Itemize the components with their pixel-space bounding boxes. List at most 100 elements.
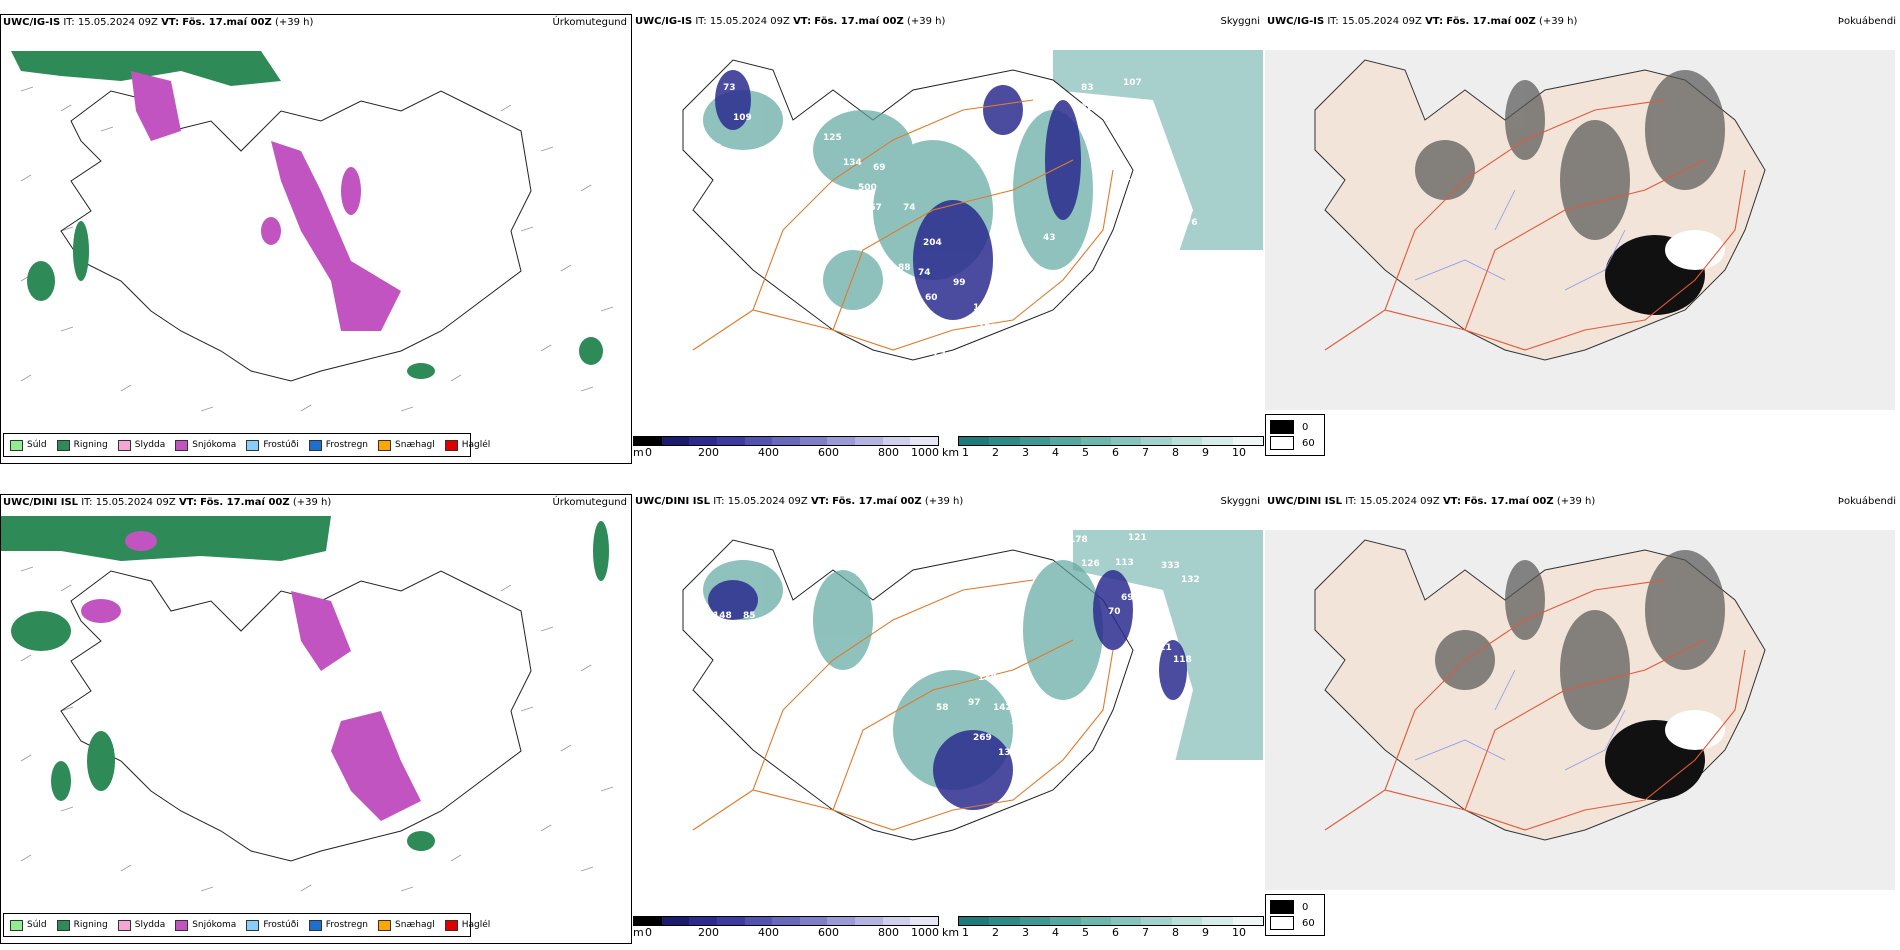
legend-item: Snjókoma xyxy=(175,439,236,451)
colorbar-cell xyxy=(959,917,990,925)
precip-legend: Súld Rigning Slydda Snjókoma Frostúði Fr… xyxy=(3,913,490,937)
colorbar-cell xyxy=(827,437,856,445)
legend-item: Slydda xyxy=(117,919,165,931)
legend-item: Rigning xyxy=(56,439,108,451)
cloud-label: 883 xyxy=(1008,343,1027,353)
cloud-label: 74 xyxy=(903,203,916,213)
colorbar-cell xyxy=(1019,437,1051,445)
cloud-label: 58 xyxy=(936,703,949,713)
colorbar-cell xyxy=(989,437,1020,445)
cloud-label: 132 xyxy=(703,143,722,153)
fog-panel-top: UWC/IG-IS IT: 15.05.2024 09Z VT: Fös. 17… xyxy=(1265,14,1900,464)
panel-title: UWC/IG-IS IT: 15.05.2024 09Z VT: Fös. 17… xyxy=(1267,16,1578,27)
fog-map xyxy=(1265,530,1895,890)
fog-legend-item: 60 xyxy=(1270,435,1320,451)
cloud-label: 108 xyxy=(955,641,974,651)
cloud-label: 134 xyxy=(843,158,862,168)
cloud-map: 73 109 132 138 125 134 69 500 467 74 204… xyxy=(682,50,1263,408)
colorbar-cell xyxy=(910,437,939,445)
cloud-label: 105 xyxy=(1128,178,1147,188)
fog-legend: 0 60 xyxy=(1265,894,1325,936)
fog-map xyxy=(1265,50,1895,410)
colorbar-cell xyxy=(1111,917,1142,925)
legend-swatch xyxy=(378,919,392,931)
cloud-label: 133 xyxy=(998,748,1017,758)
panel-name: Þokuábendi xyxy=(1837,16,1896,27)
cloud-label: 70 xyxy=(783,543,796,553)
cloud-label: 126 xyxy=(1081,559,1100,569)
cloud-label: 165 xyxy=(793,558,812,568)
colorbar-cell xyxy=(634,437,662,445)
fog-legend-item: 0 xyxy=(1270,419,1320,435)
legend-item: Snæhagl xyxy=(378,919,435,931)
cloud-panel-top: UWC/IG-IS IT: 15.05.2024 09Z VT: Fös. 17… xyxy=(633,14,1264,464)
colorbar-cell xyxy=(1232,917,1264,925)
legend-swatch xyxy=(378,439,392,451)
colorbar-cell xyxy=(855,917,883,925)
colorbar-cell xyxy=(661,917,690,925)
precip-legend: Súld Rigning Slydda Snjókoma Frostúði Fr… xyxy=(3,433,490,457)
cloud-label: 79 xyxy=(933,348,946,358)
cloud-label: 96 xyxy=(1131,665,1144,675)
colorbar-cell xyxy=(689,917,717,925)
colorbar-cell xyxy=(1141,437,1172,445)
cloud-label: 60 xyxy=(925,293,938,303)
legend-swatch xyxy=(175,439,189,451)
colorbar-cell xyxy=(989,917,1020,925)
colorbar-cell xyxy=(772,917,800,925)
panel-name: Úrkomutegund xyxy=(552,497,627,508)
legend-swatch xyxy=(56,439,70,451)
fog-panel-bottom: UWC/DINI ISL IT: 15.05.2024 09Z VT: Fös.… xyxy=(1265,494,1900,944)
panel-title: UWC/DINI ISL IT: 15.05.2024 09Z VT: Fös.… xyxy=(3,497,332,508)
colorbar-cell xyxy=(799,437,828,445)
visibility-colorbar: km 1 2 3 4 5 6 7 8 9 10 xyxy=(942,916,1264,939)
colorbar-cell xyxy=(1232,437,1264,445)
legend-item: Súld xyxy=(10,919,47,931)
cloud-label: 57 xyxy=(958,333,971,343)
cloud-label: 99 xyxy=(1013,763,1026,773)
colorbar-cell xyxy=(1141,917,1172,925)
colorbar-cell xyxy=(799,917,828,925)
visibility-colorbar: km 1 2 3 4 5 6 7 8 9 10 xyxy=(942,436,1264,459)
legend-item: Snjókoma xyxy=(175,919,236,931)
cloud-label: 77 xyxy=(1165,233,1178,243)
cloud-base-colorbar: m 0 200 400 600 800 1000 xyxy=(633,436,939,459)
colorbar-cell xyxy=(1202,917,1233,925)
colorbar-cell xyxy=(1080,917,1112,925)
colorbar-cell xyxy=(716,437,745,445)
cloud-label: 109 xyxy=(733,113,752,123)
colorbar-cell xyxy=(1171,437,1203,445)
cloud-label: 41 xyxy=(873,723,886,733)
cloud-base-colorbar: m 0 200 400 600 800 1000 xyxy=(633,916,939,939)
legend-swatch xyxy=(117,439,131,451)
legend-swatch xyxy=(308,439,322,451)
cloud-label: 115 xyxy=(1011,717,1030,727)
cloud-label: 467 xyxy=(863,203,882,213)
cloud-label: 85 xyxy=(743,611,756,621)
legend-swatch xyxy=(444,919,458,931)
colorbar-cell xyxy=(1111,437,1142,445)
panel-title: UWC/IG-IS IT: 15.05.2024 09Z VT: Fös. 17… xyxy=(3,17,314,28)
cloud-label: 83 xyxy=(913,363,926,373)
iceland-outline xyxy=(60,90,532,382)
legend-item: Snæhagl xyxy=(378,439,435,451)
colorbar-cell xyxy=(661,437,690,445)
cloud-label: 142 xyxy=(993,703,1012,713)
legend-swatch xyxy=(308,919,322,931)
legend-item: Frostregn xyxy=(308,919,368,931)
cloud-label: 69 xyxy=(873,163,886,173)
cloud-label: 269 xyxy=(973,733,992,743)
cloud-label: 70 xyxy=(1108,607,1121,617)
cloud-label: 118 xyxy=(1173,655,1192,665)
cloud-label: 132 xyxy=(1181,575,1200,585)
colorbar-cell xyxy=(744,917,773,925)
legend-item: Haglél xyxy=(444,439,490,451)
legend-swatch xyxy=(117,919,131,931)
cloud-label: 113 xyxy=(1115,558,1134,568)
cloud-label: 178 xyxy=(1069,535,1088,545)
panel-title: UWC/IG-IS IT: 15.05.2024 09Z VT: Fös. 17… xyxy=(635,16,946,27)
legend-swatch xyxy=(10,919,23,931)
panel-title: UWC/DINI ISL IT: 15.05.2024 09Z VT: Fös.… xyxy=(1267,496,1596,507)
legend-swatch xyxy=(246,439,260,451)
cloud-label: 660 xyxy=(643,515,662,525)
